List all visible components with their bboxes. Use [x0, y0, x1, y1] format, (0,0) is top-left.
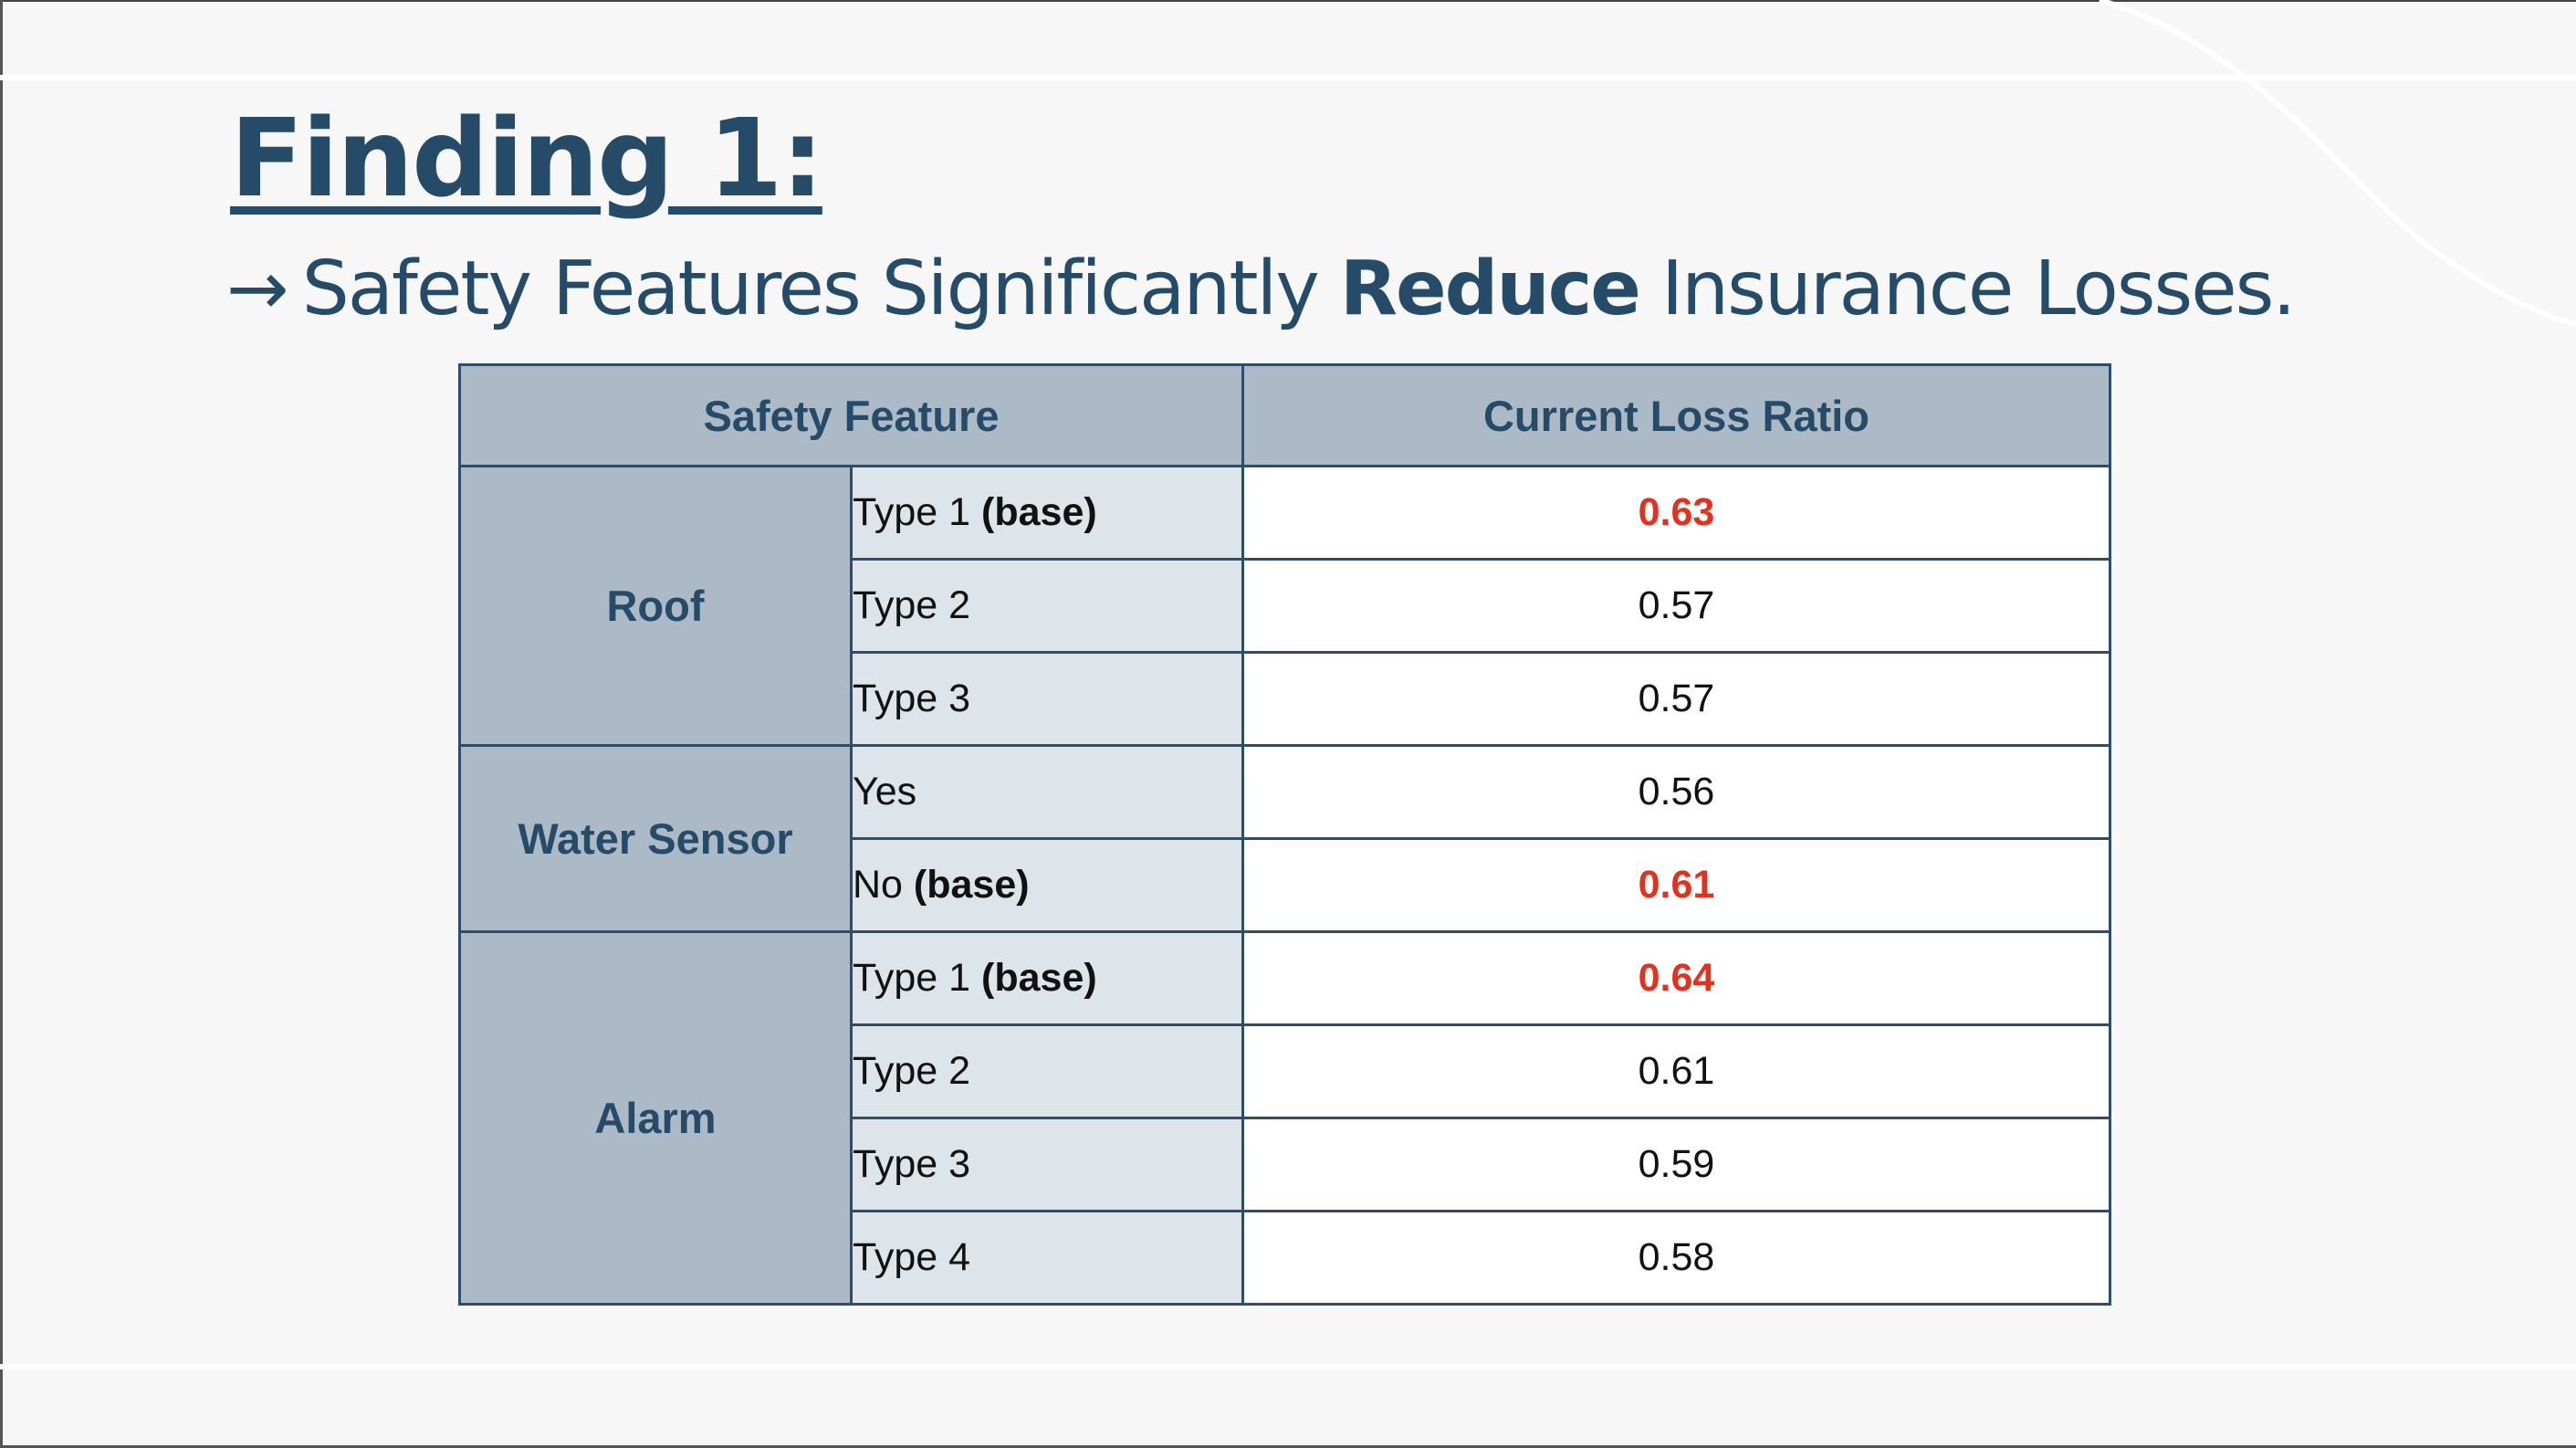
group-label-water-sensor: Water Sensor [458, 744, 853, 933]
base-tag: (base) [913, 863, 1030, 907]
loss-ratio-value: 0.56 [1241, 744, 2111, 840]
header-safety-feature: Safety Feature [458, 363, 1244, 467]
loss-ratio-value: 0.57 [1241, 651, 2111, 747]
feature-cell: Type 3 [850, 651, 1244, 747]
feature-label: Yes [853, 770, 917, 813]
loss-ratio-value: 0.57 [1241, 558, 2111, 654]
feature-cell: Type 2 [850, 558, 1244, 654]
loss-ratio-table: Safety Feature Current Loss Ratio Roof T… [458, 363, 2111, 1306]
feature-cell: Type 1 (base) [850, 465, 1244, 561]
table-row: Type 3 0.59 [460, 1117, 2111, 1212]
base-tag: (base) [981, 956, 1097, 1000]
bottom-divider-line [0, 1364, 2576, 1369]
table-row: Type 3 0.57 [460, 651, 2111, 747]
table-row: Roof Type 1 (base) 0.63 [458, 465, 2111, 747]
loss-ratio-value: 0.59 [1241, 1117, 2111, 1212]
top-divider-line [0, 75, 2576, 80]
feature-cell: Type 2 [850, 1023, 1244, 1119]
header-current-loss-ratio: Current Loss Ratio [1241, 363, 2111, 467]
slide-border-top [0, 0, 2576, 2]
slide-border-bottom [0, 1445, 2576, 1448]
table-row: Type 2 0.57 [460, 558, 2111, 654]
feature-label: Type 1 [853, 490, 971, 534]
base-tag: (base) [981, 490, 1097, 534]
feature-cell: No (base) [850, 837, 1244, 933]
loss-ratio-value: 0.61 [1241, 837, 2111, 933]
table-row: Type 2 0.61 [460, 1023, 2111, 1119]
table-header-row: Safety Feature Current Loss Ratio [458, 363, 2111, 467]
feature-label: Type 1 [853, 956, 971, 1000]
loss-ratio-value: 0.64 [1241, 930, 2111, 1026]
slide-border-left [0, 0, 3, 1448]
loss-ratio-value: 0.63 [1241, 465, 2111, 561]
table-row: Alarm Type 1 (base) 0.64 [458, 930, 2111, 1306]
slide-title: Finding 1: [230, 95, 824, 221]
loss-ratio-value: 0.58 [1241, 1210, 2111, 1306]
feature-cell: Type 4 [850, 1210, 1244, 1306]
feature-cell: Type 1 (base) [850, 930, 1244, 1026]
table-row: Water Sensor Yes 0.56 [458, 744, 2111, 933]
loss-ratio-value: 0.61 [1241, 1023, 2111, 1119]
feature-label: Type 3 [853, 1142, 971, 1186]
feature-cell: Type 3 [850, 1117, 1244, 1212]
subtitle-emphasis: Reduce [1339, 246, 1641, 332]
group-label-roof: Roof [458, 465, 853, 747]
table-row: No (base) 0.61 [460, 837, 2111, 933]
table-row: Type 4 0.58 [460, 1210, 2111, 1306]
feature-cell: Yes [850, 744, 1244, 840]
feature-label: Type 4 [853, 1235, 971, 1279]
feature-label: Type 2 [853, 583, 971, 627]
feature-label: No [853, 863, 903, 907]
feature-label: Type 3 [853, 677, 971, 720]
feature-label: Type 2 [853, 1049, 971, 1093]
arrow-icon: → [226, 246, 289, 332]
subtitle-text-after: Insurance Losses. [1661, 246, 2296, 332]
slide-subtitle: → Safety Features Significantly Reduce In… [226, 239, 2296, 340]
group-label-alarm: Alarm [458, 930, 853, 1306]
subtitle-text-before: Safety Features Significantly [301, 246, 1320, 332]
